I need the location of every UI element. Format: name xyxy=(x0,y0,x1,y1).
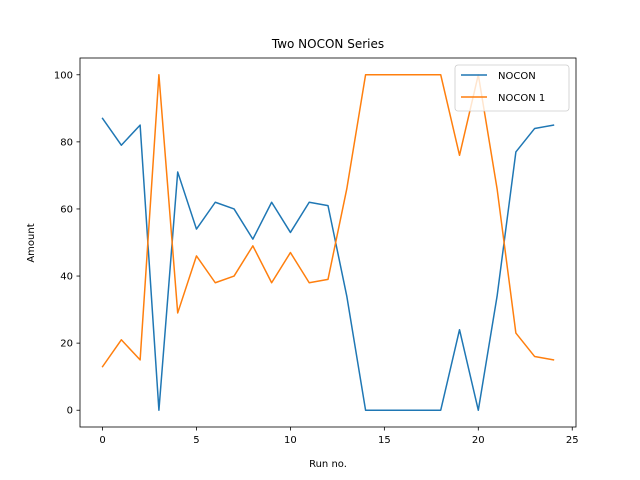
x-tick-label: 25 xyxy=(566,435,579,446)
y-tick-label: 40 xyxy=(60,272,73,283)
plot-area: 0 5 10 15 20 25 0 20 40 60 80 100 xyxy=(54,57,579,446)
x-tick-label: 20 xyxy=(472,435,485,446)
x-axis-label: Run no. xyxy=(309,459,347,470)
y-tick-label: 20 xyxy=(60,339,73,350)
legend-label-0: NOCON xyxy=(498,71,536,82)
legend-box xyxy=(454,64,570,112)
y-tick-label: 80 xyxy=(60,137,73,148)
x-tick-label: 10 xyxy=(284,435,297,446)
x-tick-label: 0 xyxy=(99,435,105,446)
y-tick-label: 100 xyxy=(54,70,73,81)
series-line-0 xyxy=(101,117,555,411)
x-tick-label: 5 xyxy=(193,435,199,446)
y-tick-label: 60 xyxy=(60,204,73,215)
x-tick-label: 15 xyxy=(378,435,391,446)
legend-label-1: NOCON 1 xyxy=(498,93,545,104)
chart-title: Two NOCON Series xyxy=(271,37,384,51)
plot-frame xyxy=(79,57,577,428)
legend: NOCON NOCON 1 xyxy=(454,64,570,112)
y-tick-label: 0 xyxy=(67,406,73,417)
y-axis-label: Amount xyxy=(26,223,37,262)
